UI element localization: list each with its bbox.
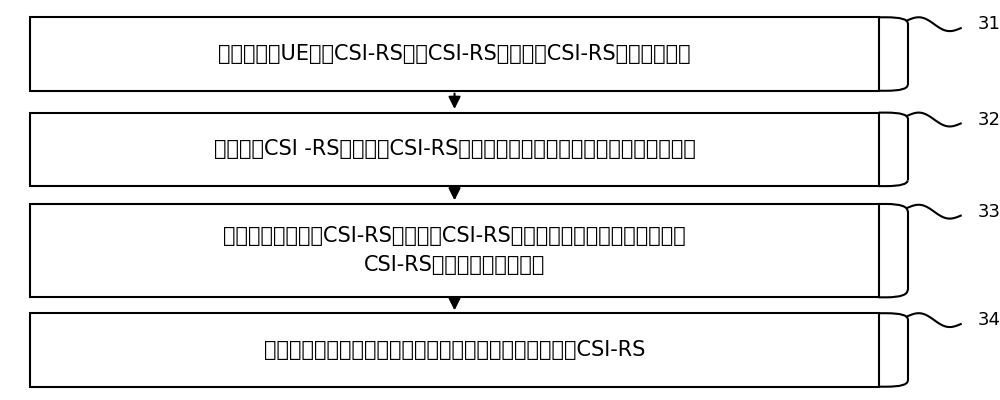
FancyBboxPatch shape (30, 17, 879, 91)
Text: 33: 33 (978, 203, 1000, 221)
Text: 基站获得向UE发送CSI-RS时的CSI-RS端口数和CSI-RS资源配置信息: 基站获得向UE发送CSI-RS时的CSI-RS端口数和CSI-RS资源配置信息 (218, 44, 691, 64)
Text: 中继根据接收到的CSI-RS端口数和CSI-RS资源配置信息，确定该基站发送
CSI-RS时所占用的时频资源: 中继根据接收到的CSI-RS端口数和CSI-RS资源配置信息，确定该基站发送 C… (223, 226, 686, 276)
Text: 将获得的CSI -RS端口数和CSI-RS资源配置信息分别通知给该基站下的各中继: 将获得的CSI -RS端口数和CSI-RS资源配置信息分别通知给该基站下的各中继 (214, 139, 695, 159)
Text: 中继调度与确定出的时频资源相互正交的时频资源来发送CSI-RS: 中继调度与确定出的时频资源相互正交的时频资源来发送CSI-RS (264, 340, 645, 360)
FancyBboxPatch shape (30, 204, 879, 297)
FancyBboxPatch shape (30, 113, 879, 186)
Text: 31: 31 (978, 15, 1000, 33)
FancyBboxPatch shape (30, 313, 879, 387)
Text: 32: 32 (978, 110, 1000, 128)
Text: 34: 34 (978, 311, 1000, 329)
